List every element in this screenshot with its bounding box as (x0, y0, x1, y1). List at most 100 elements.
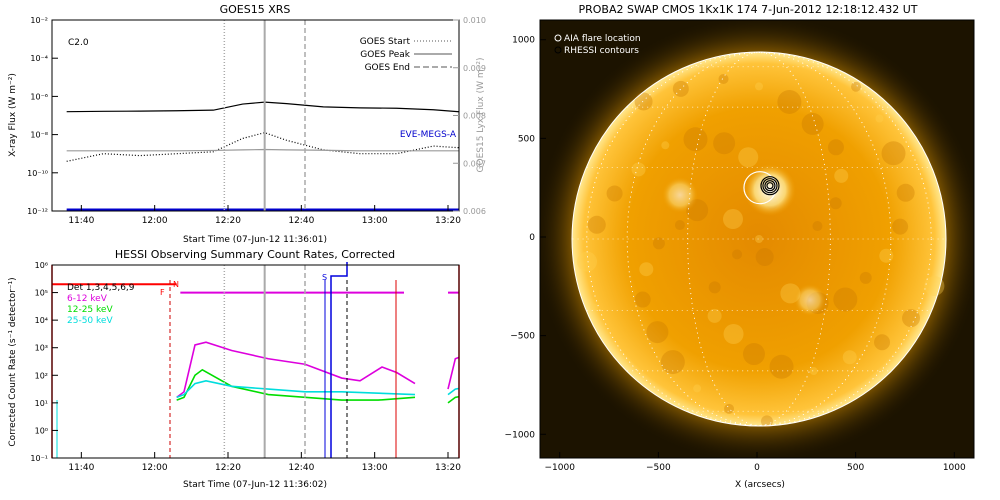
hessi-series-line-2 (176, 379, 416, 399)
swap-texture-blob (674, 220, 685, 231)
goes-right-tick-label: 0.007 (463, 159, 486, 168)
swap-texture-blob (896, 183, 915, 202)
hessi-series-line-0 (176, 341, 416, 398)
swap-legend-aia-marker (554, 34, 562, 42)
swap-x-tick-label: 1000 (943, 463, 966, 473)
swap-texture-blob (892, 218, 909, 235)
hessi-y-axis: 10⁶ 10⁵ 10⁴ 10³ 10² 10¹ 10⁰ 10⁻¹ (30, 261, 58, 463)
hessi-flag-f: F (160, 288, 165, 297)
hessi-x-tick-label: 13:20 (435, 463, 461, 473)
swap-active-region-2 (662, 177, 698, 213)
swap-texture-blob (875, 114, 884, 123)
swap-texture-blob (693, 384, 702, 393)
swap-title: PROBA2 SWAP CMOS 1Kx1K 174 7-Jun-2012 12… (578, 3, 917, 16)
goes-y-tick-label: 10⁻⁸ (30, 131, 48, 140)
swap-x-tick-label: −500 (646, 463, 671, 473)
hessi-y-tick-label: 10⁻¹ (30, 454, 48, 463)
swap-rhessi-contour-0 (766, 182, 774, 190)
swap-texture-blob (902, 309, 921, 328)
swap-texture-blob (722, 209, 743, 230)
goes-class-label: C2.0 (68, 38, 89, 48)
swap-texture-blob (859, 271, 872, 284)
swap-texture-blob (661, 141, 670, 150)
swap-y-tick-label: 0 (529, 233, 535, 243)
swap-y-tick-label: −500 (510, 332, 535, 342)
hessi-y-tick-label: 10³ (35, 344, 48, 353)
swap-texture-blob (755, 235, 763, 243)
hessi-series-group (176, 341, 459, 404)
swap-legend-rhessi-marker (554, 46, 562, 54)
swap-aia-flare-circle (743, 171, 777, 205)
hessi-panel: HESSI Observing Summary Count Rates, Cor… (8, 248, 461, 490)
goes-xlabel: Start Time (07-Jun-12 11:36:01) (183, 235, 327, 245)
goes-legend-label: GOES Peak (360, 50, 410, 60)
swap-texture-blob (652, 237, 665, 250)
swap-solar-disk (572, 52, 946, 426)
swap-legend-rhessi: RHESSI contours (564, 46, 639, 56)
goes-legend: GOES Start GOES Peak GOES End (360, 37, 452, 73)
swap-texture-blob (683, 127, 708, 152)
swap-texture-blob (672, 80, 689, 97)
hessi-xlabel: Start Time (07-Jun-12 11:36:02) (183, 480, 327, 490)
hessi-y-tick-label: 10¹ (35, 399, 48, 408)
goes-x-tick-label: 13:20 (435, 216, 461, 226)
swap-texture-blob (827, 139, 844, 156)
swap-texture-blob (851, 81, 862, 92)
swap-texture-blob (881, 141, 906, 166)
hessi-x-tick-label: 12:20 (215, 463, 241, 473)
swap-x-tick-label: −1000 (545, 463, 576, 473)
goes-x-tick-label: 11:40 (68, 216, 94, 226)
swap-y-tick-label: −1000 (505, 430, 536, 440)
swap-texture-blob (812, 221, 823, 232)
swap-active-region-3 (794, 284, 826, 316)
goes-x-axis: 11:40 12:00 12:20 12:40 13:00 13:20 (68, 205, 461, 226)
swap-texture-blob (738, 147, 759, 168)
goes-right-tick-label: 0.006 (463, 207, 486, 216)
swap-texture-blob (742, 343, 765, 366)
swap-texture-blob (777, 89, 802, 114)
swap-texture-blob (660, 350, 685, 375)
swap-texture-blob (724, 403, 735, 414)
swap-texture-blob (834, 168, 849, 183)
goes-y-tick-label: 10⁻¹⁰ (27, 169, 48, 178)
swap-image (540, 20, 974, 458)
goes-right-tick-label: 0.008 (463, 112, 486, 121)
swap-texture-blob (924, 275, 945, 296)
swap-texture-blob (723, 324, 744, 345)
hessi-series-line-4 (447, 395, 459, 404)
swap-texture-blob (713, 132, 736, 155)
swap-legend-aia: AIA flare location (564, 34, 641, 44)
goes-legend-label: GOES End (365, 63, 410, 73)
goes-event-markers (223, 20, 306, 211)
goes-legend-label: GOES Start (360, 37, 411, 47)
swap-texture-blob (769, 354, 794, 379)
goes-y-tick-label: 10⁻⁴ (30, 54, 48, 63)
hessi-legend-item: 6-12 keV (67, 294, 108, 304)
hessi-flag-n: N (173, 280, 179, 289)
swap-texture-blob (590, 303, 599, 312)
goes-right-tick-label: 0.010 (463, 16, 486, 25)
swap-texture-blob (801, 112, 824, 135)
swap-rhessi-contour-2 (762, 178, 778, 194)
swap-texture-blob (606, 185, 623, 202)
hessi-legend-item: Det 1,3,4,5,6,9 (67, 283, 135, 293)
swap-texture-blob (631, 162, 646, 177)
swap-texture-blob (718, 73, 729, 84)
hessi-x-tick-label: 11:40 (68, 463, 94, 473)
hessi-event-markers (223, 265, 306, 458)
goes-y-tick-label: 10⁻⁶ (30, 92, 48, 101)
goes-y-axis: 10⁻² 10⁻⁴ 10⁻⁶ 10⁻⁸ 10⁻¹⁰ 10⁻¹² (27, 16, 58, 216)
goes-eve-annotation: EVE-MEGS-A (400, 130, 457, 140)
goes-panel: GOES15 XRS 11:40 12:00 12:20 12:40 13:00 13:2… (8, 3, 486, 245)
swap-texture-blob (639, 262, 654, 277)
swap-rhessi-contour-3 (760, 176, 780, 196)
hessi-y-tick-label: 10² (35, 371, 48, 380)
swap-x-tick-label: 500 (847, 463, 864, 473)
hessi-series-line-1 (176, 368, 416, 401)
hessi-state-bars (52, 283, 459, 294)
swap-xlabel: X (arcsecs) (735, 480, 785, 490)
hessi-flag-s: S (322, 273, 327, 282)
swap-texture-blob (842, 350, 857, 365)
swap-texture-blob (646, 321, 669, 344)
